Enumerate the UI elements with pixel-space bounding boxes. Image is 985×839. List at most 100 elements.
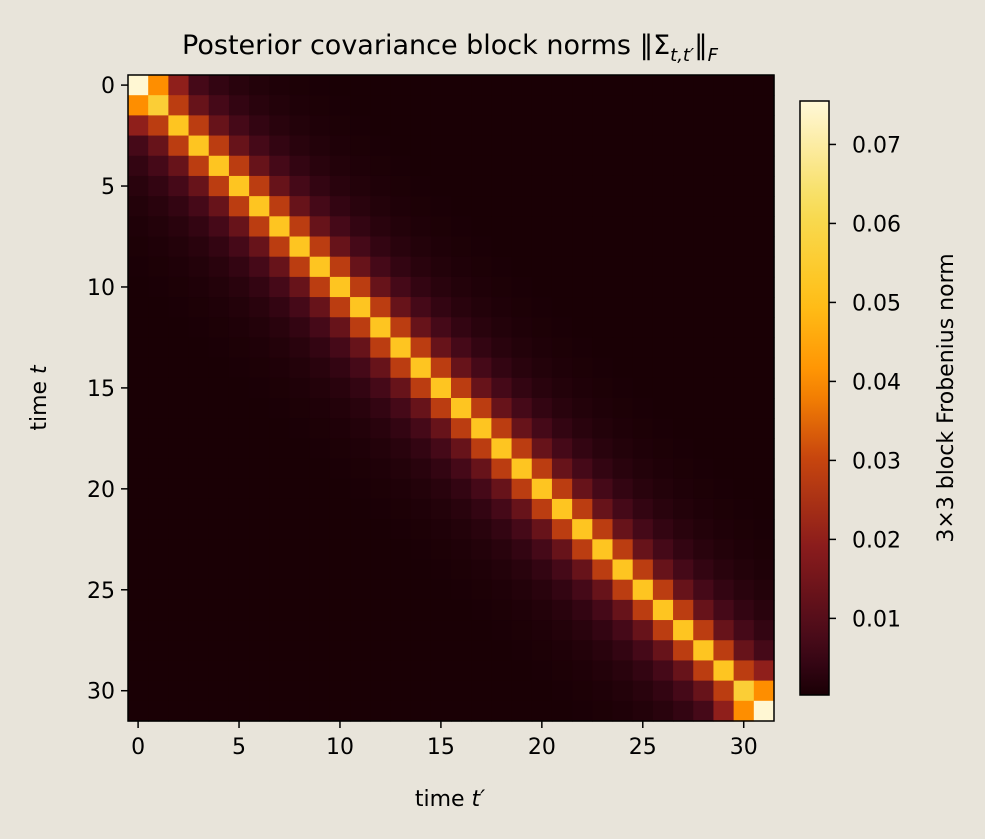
heatmap-cell — [491, 236, 513, 258]
heatmap-cell — [652, 599, 674, 621]
heatmap-cell — [309, 539, 331, 561]
heatmap-cell — [693, 175, 715, 197]
heatmap-cell — [309, 579, 331, 601]
heatmap-cell — [128, 579, 149, 601]
heatmap-cell — [551, 256, 573, 278]
heatmap-cell — [249, 458, 270, 480]
heatmap-cell — [370, 519, 392, 540]
heatmap-cell — [572, 216, 593, 238]
heatmap-cell — [309, 135, 331, 157]
heatmap-cell — [309, 660, 331, 682]
heatmap-cell — [753, 640, 775, 662]
heatmap-cell — [188, 135, 210, 157]
heatmap-cell — [370, 256, 392, 278]
heatmap-cell — [390, 216, 412, 238]
heatmap-cell — [713, 135, 735, 157]
heatmap-cell — [188, 599, 210, 621]
heatmap-cell — [208, 135, 230, 157]
heatmap-cell — [269, 458, 291, 480]
heatmap-cell — [289, 418, 311, 439]
heatmap-cell — [148, 175, 169, 197]
heatmap-cell — [511, 196, 533, 217]
heatmap-cell — [128, 539, 149, 561]
heatmap-cell — [208, 640, 230, 662]
heatmap-cell — [309, 458, 331, 480]
heatmap-cell — [208, 236, 230, 258]
heatmap-cell — [511, 418, 533, 439]
heatmap-cell — [753, 498, 775, 520]
heatmap-cell — [652, 155, 674, 177]
heatmap-cell — [531, 498, 553, 520]
colorbar-tick-label: 0.07 — [852, 133, 901, 158]
heatmap-cell — [491, 599, 513, 621]
heatmap-cell — [673, 458, 694, 480]
heatmap-cell — [713, 680, 735, 702]
heatmap-cell — [733, 680, 755, 702]
heatmap-cell — [269, 498, 291, 520]
heatmap-cell — [329, 95, 351, 116]
heatmap-cell — [673, 620, 694, 641]
heatmap-cell — [228, 438, 250, 460]
heatmap-cell — [511, 216, 533, 238]
heatmap-cell — [572, 175, 593, 197]
heatmap-cell — [148, 377, 169, 399]
heatmap-cell — [128, 236, 149, 258]
heatmap-cell — [511, 236, 533, 258]
heatmap-cell — [471, 175, 492, 197]
heatmap-cell — [471, 438, 492, 460]
heatmap-cell — [188, 175, 210, 197]
heatmap-cell — [652, 75, 674, 96]
heatmap-cell — [410, 236, 432, 258]
heatmap-cell — [390, 236, 412, 258]
heatmap-cell — [713, 297, 735, 318]
heatmap-cell — [673, 357, 694, 379]
heatmap-cell — [673, 559, 694, 581]
y-tick-label: 5 — [101, 175, 115, 200]
heatmap-cell — [269, 519, 291, 540]
heatmap-cell — [148, 519, 169, 540]
heatmap-cell — [713, 115, 735, 137]
heatmap-cell — [753, 680, 775, 702]
heatmap-cell — [188, 478, 210, 500]
heatmap-cell — [551, 236, 573, 258]
heatmap-cell — [612, 660, 634, 682]
heatmap-cell — [733, 418, 755, 439]
heatmap-cell — [269, 135, 291, 157]
heatmap-cell — [350, 155, 371, 177]
heatmap-cell — [451, 398, 472, 419]
heatmap-cell — [350, 196, 371, 217]
heatmap-cell — [471, 680, 492, 702]
heatmap-cell — [491, 398, 513, 419]
heatmap-cell — [551, 680, 573, 702]
heatmap-cell — [350, 680, 371, 702]
heatmap-cell — [148, 95, 169, 116]
heatmap-cell — [410, 75, 432, 96]
heatmap-cell — [350, 458, 371, 480]
heatmap — [128, 75, 775, 722]
heatmap-cell — [148, 458, 169, 480]
heatmap-cell — [592, 95, 614, 116]
heatmap-cell — [208, 95, 230, 116]
heatmap-cell — [309, 297, 331, 318]
heatmap-cell — [370, 398, 392, 419]
heatmap-cell — [188, 458, 210, 480]
heatmap-cell — [390, 95, 412, 116]
heatmap-cell — [269, 236, 291, 258]
x-tick-label: 10 — [326, 735, 354, 760]
heatmap-cell — [350, 216, 371, 238]
heatmap-cell — [612, 539, 634, 561]
heatmap-cell — [673, 579, 694, 601]
heatmap-cell — [188, 196, 210, 217]
heatmap-cell — [430, 357, 452, 379]
heatmap-cell — [370, 599, 392, 621]
heatmap-cell — [410, 559, 432, 581]
heatmap-cell — [451, 599, 472, 621]
heatmap-cell — [249, 175, 270, 197]
heatmap-cell — [551, 75, 573, 96]
heatmap-cell — [289, 216, 311, 238]
heatmap-cell — [208, 519, 230, 540]
heatmap-cell — [733, 135, 755, 157]
heatmap-cell — [350, 438, 371, 460]
heatmap-cell — [471, 660, 492, 682]
heatmap-cell — [430, 700, 452, 722]
